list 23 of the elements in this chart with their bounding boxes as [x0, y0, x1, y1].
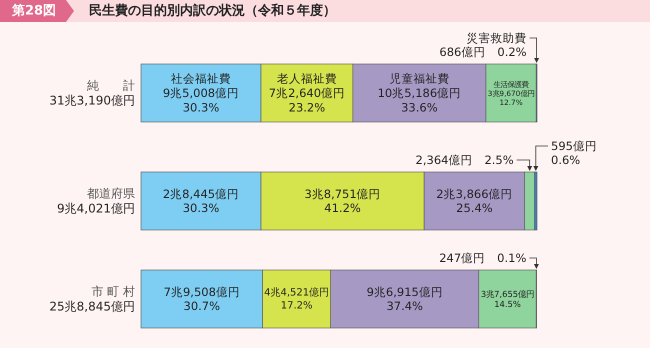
series-label: 老人福祉費: [276, 72, 337, 86]
y-tick-label: 純 計 31兆3,190億円: [49, 78, 135, 108]
data-label: 7兆9,508億円 30.7%: [164, 284, 240, 314]
series-label: 社会福祉費: [170, 72, 231, 86]
series-label: 児童福祉費: [389, 72, 450, 86]
y-tick-label: 市 町 村 25兆8,845億円: [49, 284, 135, 314]
data-label: 4兆4,521億円 17.2%: [264, 286, 330, 311]
data-label: 595億円 0.6%: [551, 139, 597, 167]
data-label: 9兆6,915億円 37.4%: [366, 284, 443, 314]
series-label: 災害救助費: [466, 31, 527, 45]
data-label: 7兆2,640億円 23.2%: [268, 86, 346, 114]
data-label: 2兆3,866億円 25.4%: [436, 186, 513, 216]
chart-title: 民生費の目的別内訳の状況（令和５年度）: [89, 2, 336, 18]
data-label: 2兆8,445億円 30.3%: [162, 186, 240, 216]
data-label: 3兆8,751億円 41.2%: [304, 186, 381, 216]
data-label: 10兆5,186億円 33.6%: [378, 86, 462, 114]
data-label: 247億円 0.1%: [439, 251, 526, 265]
data-label: 686億円 0.2%: [439, 45, 527, 59]
data-label: 9兆5,008億円 30.3%: [162, 86, 240, 114]
data-label: 3兆7,655億円 14.5%: [480, 288, 534, 310]
text: 第28図: [10, 4, 56, 18]
y-tick-label: 都道府県 9兆4,021億円: [57, 186, 135, 216]
data-label: 2,364億円 2.5%: [416, 153, 514, 167]
